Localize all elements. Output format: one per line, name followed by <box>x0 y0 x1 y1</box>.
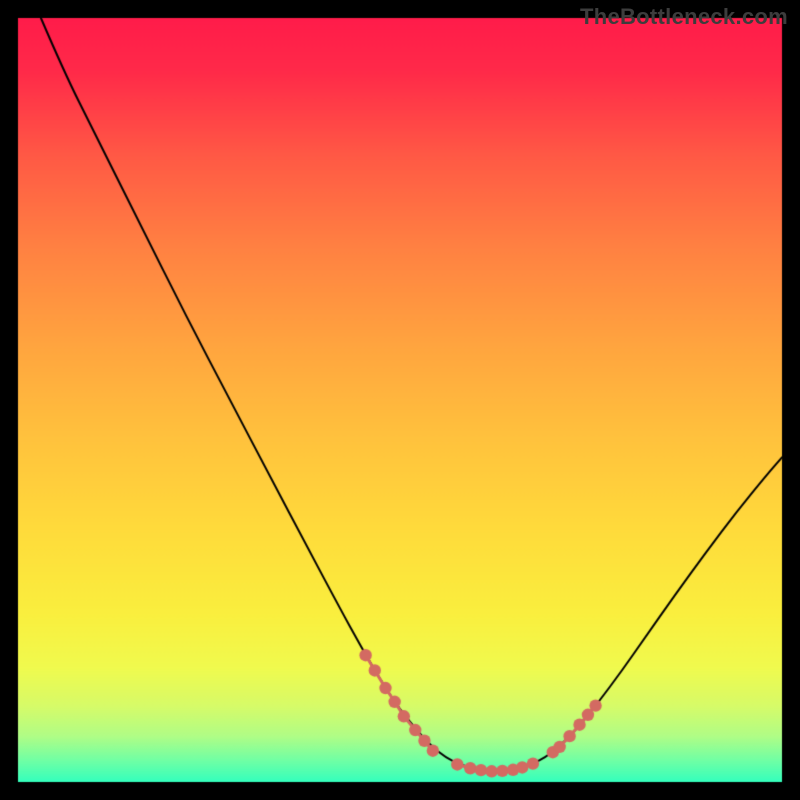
watermark-text: TheBottleneck.com <box>580 4 788 30</box>
chart-container: TheBottleneck.com <box>0 0 800 800</box>
bottleneck-curve-plot <box>0 0 800 800</box>
